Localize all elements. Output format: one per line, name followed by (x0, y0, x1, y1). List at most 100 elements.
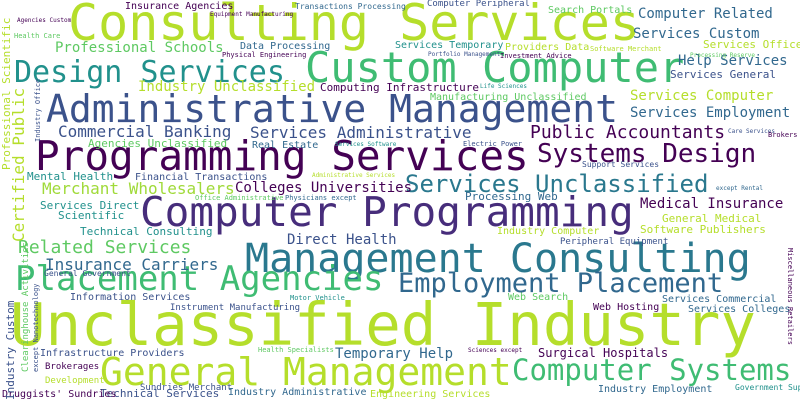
word: Medical Insurance (640, 196, 783, 212)
word: Services Administrative (250, 123, 472, 142)
word: Design Services (14, 55, 285, 90)
word: Office Administrative (195, 194, 284, 202)
word: Financial Transactions (135, 172, 267, 183)
word: Public Accountants (530, 122, 725, 143)
word: Employment Placement (398, 268, 723, 299)
word: Professional Scientific (0, 18, 13, 170)
word: Agencies Unclassified (88, 137, 227, 150)
word: Development (45, 376, 105, 386)
word: Insurance Agencies (125, 1, 233, 12)
word: Industry Office (34, 79, 42, 142)
word: Services Direct (40, 199, 139, 212)
word: Services Temporary (395, 40, 503, 51)
word: Mental Health (27, 170, 113, 183)
word: Web Hosting (593, 302, 659, 313)
word: Unclassified Industry (10, 290, 756, 359)
word: Services Software (335, 141, 397, 148)
word: Software Publishers (640, 223, 766, 236)
word: except Rental (716, 185, 763, 192)
word: Providers Data (505, 42, 589, 53)
word: Programming Services (35, 132, 529, 180)
word: Brokerages (45, 362, 99, 372)
word: Support Services (582, 160, 659, 169)
word: Computer Related (638, 6, 773, 22)
word: Government Support (735, 383, 800, 392)
word: Processing Reserve (690, 52, 755, 59)
word: Help Services (678, 53, 788, 69)
word: Transactions Processing (295, 2, 406, 11)
word: Management Consulting (245, 236, 751, 282)
word: Professional Schools (55, 40, 224, 56)
word: Scientific (58, 209, 124, 222)
word: Services Computer (630, 88, 773, 104)
word: Certified Public (9, 88, 28, 242)
word: Computing Infrastructure (320, 81, 479, 94)
word: Physicians except (285, 194, 357, 202)
word: Custom Computer (305, 43, 684, 92)
word: Health Specialists (258, 346, 334, 354)
word: Industry Unclassified (138, 79, 315, 95)
word: General Management (100, 350, 512, 394)
word: Services General (670, 68, 776, 81)
word: Technical Consulting (80, 225, 212, 238)
word: Placement Agencies (15, 259, 383, 299)
word: Data Processing (240, 41, 330, 52)
word: Colleges Universities (235, 180, 412, 196)
word: Merchant Wholesalers (42, 179, 235, 198)
word: Instrument Manufacturing (170, 303, 300, 313)
word: Administrative Management (46, 87, 618, 131)
word: Technical Services (100, 387, 219, 400)
word: Surgical Hospitals (538, 346, 668, 360)
word: Services Unclassified (405, 170, 708, 198)
word: Agencies Custom (17, 17, 72, 24)
word: Electric Power (463, 140, 522, 148)
word: Web Search (508, 292, 568, 303)
word: Related Services (18, 237, 191, 258)
word: Commercial Banking (58, 122, 231, 141)
word: Services Commercial (662, 294, 776, 305)
word: Investment Advice (500, 52, 572, 60)
word: General Government (44, 269, 131, 278)
word: Infrastructure Providers (40, 348, 185, 359)
word: Insurance Carriers (45, 255, 218, 274)
word: Services Custom (633, 26, 759, 42)
word: Computer Programming (140, 188, 634, 236)
word: Industry Custom (4, 300, 17, 400)
word: Temporary Help (335, 346, 453, 362)
word: Services Office (703, 38, 800, 51)
word: Care Services (728, 128, 775, 135)
word: Motor Vehicle (290, 294, 345, 302)
word: Software Merchant (590, 45, 662, 53)
word: Druggists' Sundries (2, 389, 116, 400)
word: Manufacturing Unclassified (430, 92, 587, 103)
word: Health Care (14, 32, 60, 40)
word: Sundries Merchant (140, 383, 232, 393)
word: Information Services (70, 292, 190, 303)
word: Computer Systems (512, 353, 791, 387)
word: Search Portals (548, 5, 632, 16)
word: Clearinghouse Activities (21, 242, 31, 372)
word: Direct Health (287, 232, 397, 248)
word: Physical Engineering (222, 51, 306, 59)
word: except Nanotechnology (32, 283, 40, 372)
word: Engineering Services (370, 389, 490, 400)
word: Brokers (768, 131, 798, 139)
word: Administrative Services (312, 172, 395, 179)
word: Peripheral Equipment (560, 237, 668, 247)
word: Services Employment (630, 105, 790, 121)
word: Processing Web (465, 190, 558, 203)
word: Sciences except (468, 347, 523, 354)
word: Services Colleges (688, 304, 790, 315)
word: Industry Employment (598, 384, 712, 395)
word: Real Estate (252, 140, 318, 151)
word: Miscellaneous Retailers (786, 248, 794, 345)
word: General Medical (662, 212, 761, 225)
word: Equipment Manufacturing (210, 11, 293, 18)
word: Portfolio Management (428, 51, 501, 58)
word: Industry Administrative (228, 387, 366, 398)
word: Consulting Services (68, 0, 640, 52)
word: Industry Computer (497, 226, 599, 237)
word: Life Sciences (480, 83, 527, 90)
